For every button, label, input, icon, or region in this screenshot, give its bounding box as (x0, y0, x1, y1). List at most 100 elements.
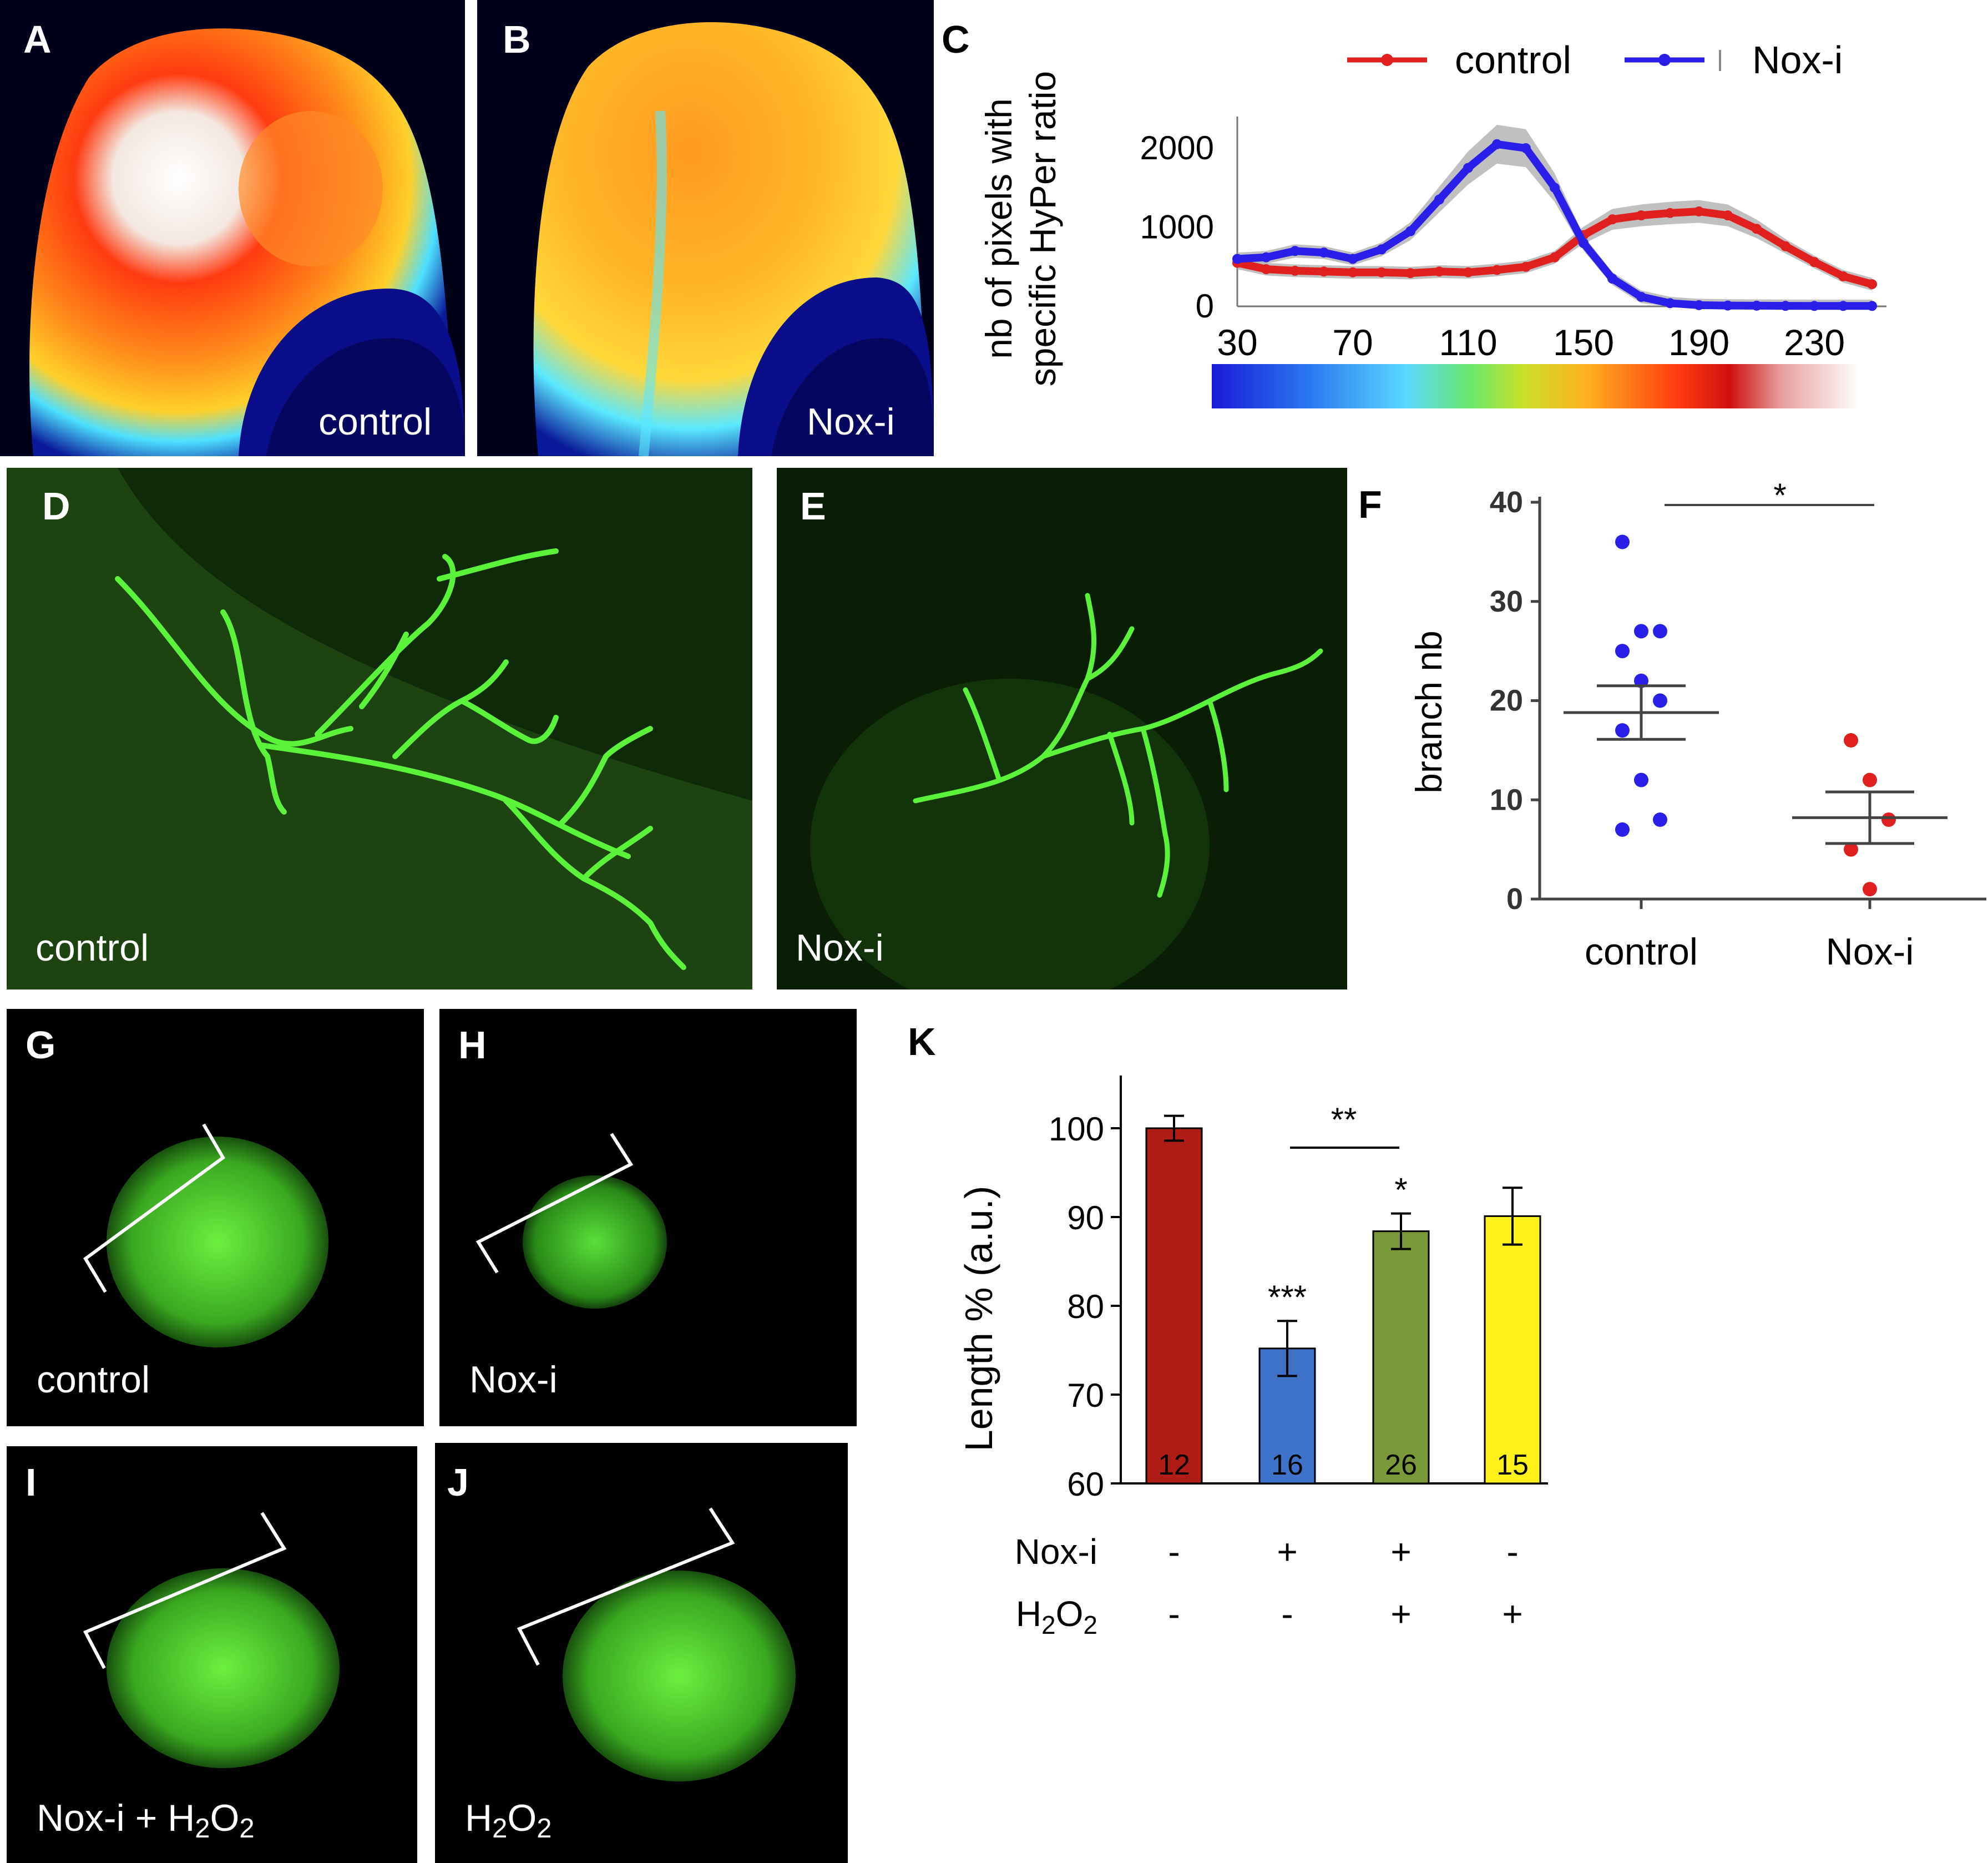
sample-size-label: 12 (1158, 1449, 1190, 1481)
x-tick-label: 190 (1668, 322, 1729, 363)
data-point-noxi (1319, 248, 1329, 258)
legend-control-label: control (1455, 38, 1571, 82)
length-bar-chart: 60 70 80 90 100 12 16 *** 26 * 15 ** - - + - + + - + Nox-i… (957, 1076, 1548, 1639)
panel-letter-g: G (26, 1023, 56, 1067)
panel-d-caption: control (36, 927, 149, 969)
panel-letter-k: K (908, 1020, 936, 1063)
legend-noxi-label: Nox-i (1752, 38, 1843, 82)
data-point-control (1636, 210, 1646, 221)
bar (1372, 1230, 1430, 1485)
sample-size-label: 16 (1271, 1449, 1303, 1481)
data-point-noxi (1844, 733, 1858, 748)
data-point-control (1809, 257, 1819, 267)
data-point-control (1348, 267, 1358, 277)
y-tick-label: 30 (1490, 585, 1523, 618)
y-axis-label-line1: nb of pixels with (978, 98, 1019, 359)
data-point-control (1463, 267, 1473, 277)
panel-j-caption: H2O2 (465, 1799, 552, 1842)
data-point-noxi (1348, 254, 1358, 264)
panel-h-image (439, 1009, 857, 1426)
data-point-noxi (1665, 298, 1675, 309)
panel-e-caption: Nox-i (796, 927, 884, 969)
sample-size-label: 26 (1385, 1449, 1417, 1481)
y-axis-label: Length % (a.u.) (957, 1186, 1000, 1452)
panel-i-caption-sub: 2 (195, 1814, 210, 1844)
data-point-control (1405, 268, 1415, 279)
data-point-noxi (1694, 300, 1704, 310)
panel-b-image (477, 0, 934, 456)
y-tick-label: 0 (1506, 882, 1523, 916)
data-point-noxi (1752, 300, 1762, 311)
data-point-control (1752, 224, 1762, 234)
h2o2-row-value: + (1390, 1594, 1411, 1634)
size-bracket (517, 1507, 735, 1666)
bar (1484, 1215, 1541, 1485)
significance-star: * (1773, 477, 1786, 514)
data-point-noxi (1232, 254, 1242, 264)
data-point-control (1780, 241, 1790, 251)
data-point-control (1653, 693, 1667, 708)
data-point-control (1434, 266, 1444, 277)
data-point-noxi (1844, 842, 1858, 857)
data-point-control (1492, 265, 1502, 275)
panel-h-caption: Nox-i (469, 1359, 558, 1401)
noxi-row-value: - (1506, 1532, 1518, 1572)
data-point-noxi (1723, 300, 1733, 311)
data-point-noxi (1492, 139, 1502, 149)
data-point-noxi (1780, 301, 1790, 311)
panel-letter-j: J (447, 1461, 469, 1504)
panel-g-image (7, 1009, 424, 1426)
sample-size-label: 15 (1496, 1449, 1529, 1481)
data-point-noxi (1838, 301, 1848, 311)
data-point-control (1615, 534, 1630, 549)
error-band-noxi (1237, 124, 1872, 306)
legend: control Nox-i (1347, 38, 1843, 82)
data-point-noxi (1809, 301, 1819, 311)
data-point-noxi (1579, 238, 1589, 248)
panel-j-caption-h: H (465, 1797, 493, 1839)
y-tick-label: 10 (1490, 783, 1523, 816)
data-point-control (1867, 279, 1877, 290)
data-point-control (1634, 624, 1648, 639)
panel-i-caption: Nox-i + H2O2 (37, 1799, 255, 1842)
size-bracket (475, 1133, 634, 1274)
panel-i-image (7, 1446, 417, 1863)
panel-letter-d: D (42, 484, 70, 528)
x-tick-label: control (1585, 931, 1698, 973)
y-tick-label: 20 (1490, 684, 1523, 718)
panel-e-image (777, 468, 1347, 989)
y-tick-label: 60 (1067, 1466, 1104, 1503)
bar (1145, 1127, 1203, 1485)
noxi-row-value: - (1168, 1532, 1180, 1572)
noxi-row-value: + (1277, 1532, 1297, 1572)
branch-scatter-chart: 0 10 20 30 40 control Nox-i * branch nb (1408, 477, 1986, 973)
panel-j-caption-o: O (507, 1797, 537, 1839)
data-point-noxi (1607, 274, 1617, 284)
legend-noxi-marker (1658, 54, 1671, 66)
data-point-control (1550, 252, 1560, 262)
data-point-noxi (1434, 194, 1444, 205)
x-tick-label: 30 (1217, 322, 1257, 363)
h2o2-row-label: H2O2 (1016, 1594, 1097, 1639)
panel-g-caption: control (37, 1359, 150, 1401)
panel-letter-f: F (1358, 483, 1382, 526)
y-tick-label: 1000 (1140, 209, 1214, 246)
data-point-control (1615, 723, 1630, 738)
panel-j-image (435, 1443, 848, 1863)
panel-i-caption-o: O (210, 1797, 240, 1839)
data-point-control (1615, 644, 1630, 659)
x-tick-label: 110 (1439, 322, 1497, 363)
panel-j-caption-sub: 2 (492, 1814, 508, 1844)
h2o2-row-value: - (1281, 1594, 1293, 1634)
data-point-control (1665, 208, 1675, 218)
x-tick-label: 70 (1332, 322, 1373, 363)
data-point-control (1615, 822, 1630, 837)
panel-a-caption: control (318, 401, 432, 443)
significance-star: * (1394, 1172, 1407, 1209)
panel-d-image (7, 468, 752, 989)
legend-control-marker (1381, 54, 1393, 66)
panel-letter-e: E (800, 484, 826, 528)
data-point-noxi (1867, 301, 1877, 311)
data-point-control (1521, 261, 1531, 272)
y-tick-label: 100 (1049, 1110, 1104, 1148)
